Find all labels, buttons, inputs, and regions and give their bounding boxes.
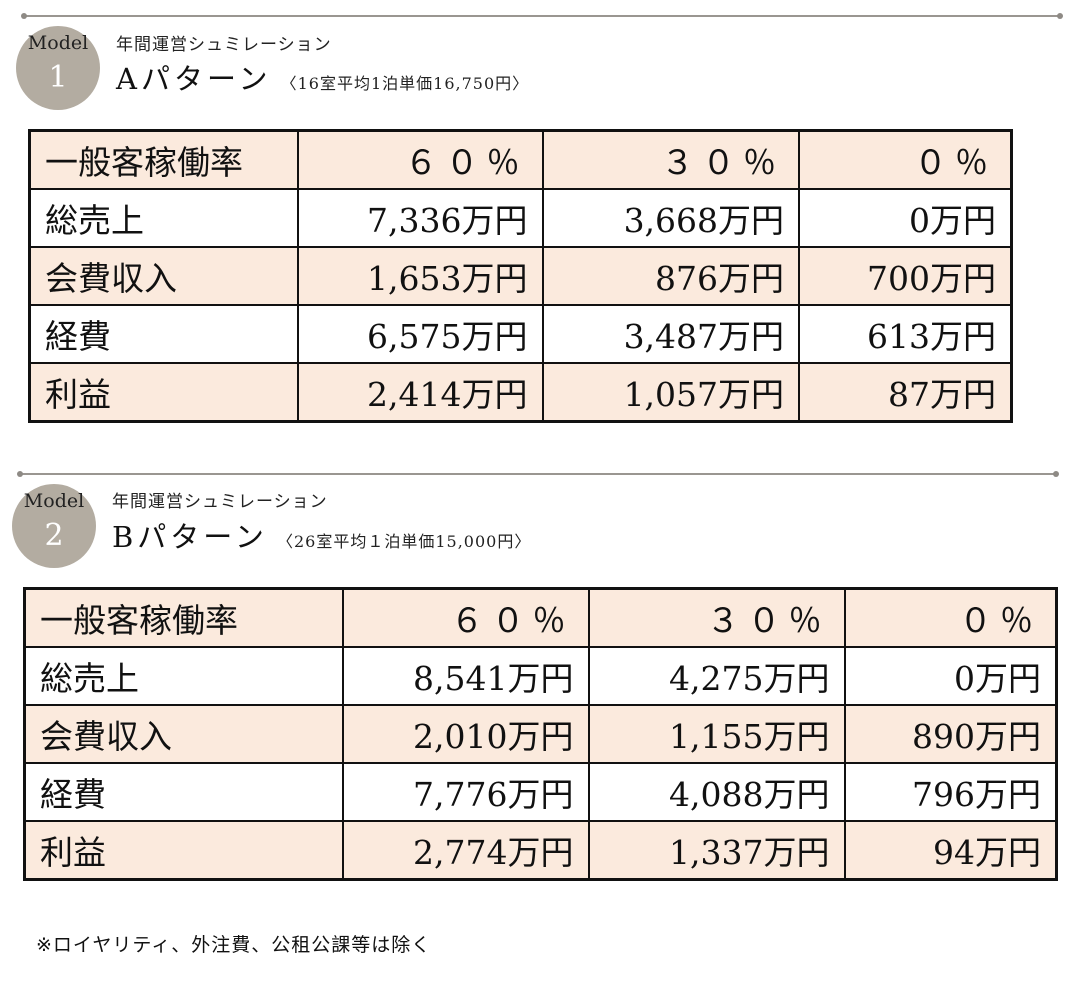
cell-value: 94万円 bbox=[843, 820, 1058, 881]
table-row: 会費収入 1,653万円 876万円 700万円 bbox=[28, 246, 1013, 306]
table-row: 総売上 8,541万円 4,275万円 0万円 bbox=[23, 646, 1058, 706]
cell-value: 1,057万円 bbox=[541, 362, 801, 423]
cell-value: 890万円 bbox=[843, 704, 1058, 764]
cell-value: 6,575万円 bbox=[297, 304, 544, 364]
model-1-heading: Aパターン 〈16室平均1泊単価16,750円〉 bbox=[116, 56, 529, 98]
cell-value: 7,336万円 bbox=[297, 188, 544, 248]
table-row: 経費 7,776万円 4,088万円 796万円 bbox=[23, 762, 1058, 822]
cell-value: 4,088万円 bbox=[587, 762, 846, 822]
model-2-note: 〈26室平均１泊単価15,000円〉 bbox=[276, 532, 532, 551]
cell-value: ３０％ bbox=[541, 129, 801, 190]
row-label: 総売上 bbox=[28, 188, 300, 248]
footnote: ※ロイヤリティ、外注費、公租公課等は除く bbox=[36, 934, 432, 956]
section-divider-2 bbox=[17, 471, 1059, 477]
cell-value: ０％ bbox=[798, 129, 1013, 190]
row-label: 総売上 bbox=[23, 646, 344, 706]
cell-value: 876万円 bbox=[541, 246, 801, 306]
cell-value: 7,776万円 bbox=[341, 762, 590, 822]
table-row: 利益 2,414万円 1,057万円 87万円 bbox=[28, 362, 1013, 423]
cell-value: 3,487万円 bbox=[541, 304, 801, 364]
table-row: 経費 6,575万円 3,487万円 613万円 bbox=[28, 304, 1013, 364]
model-1-table: 一般客稼働率 ６０％ ３０％ ０％ 総売上 7,336万円 3,668万円 0万… bbox=[28, 129, 1013, 423]
row-label: 会費収入 bbox=[28, 246, 300, 306]
row-label: 一般客稼働率 bbox=[28, 129, 300, 190]
cell-value: ３０％ bbox=[587, 587, 846, 648]
row-label: 利益 bbox=[28, 362, 300, 423]
table-row: 一般客稼働率 ６０％ ３０％ ０％ bbox=[23, 587, 1058, 648]
model-1-subtitle: 年間運営シュミレーション bbox=[116, 35, 332, 55]
badge-label: Model bbox=[23, 490, 85, 512]
row-label: 経費 bbox=[28, 304, 300, 364]
cell-value: 1,155万円 bbox=[587, 704, 846, 764]
row-label: 利益 bbox=[23, 820, 344, 881]
model-2-heading: Bパターン 〈26室平均１泊単価15,000円〉 bbox=[112, 514, 531, 556]
model-2-badge: Model 2 bbox=[12, 484, 96, 568]
cell-value: 2,774万円 bbox=[341, 820, 590, 881]
table-row: 会費収入 2,010万円 1,155万円 890万円 bbox=[23, 704, 1058, 764]
model-1-badge: Model 1 bbox=[16, 26, 100, 110]
model-1-note: 〈16室平均1泊単価16,750円〉 bbox=[280, 74, 530, 93]
cell-value: 8,541万円 bbox=[341, 646, 590, 706]
cell-value: 2,010万円 bbox=[341, 704, 590, 764]
cell-value: 613万円 bbox=[798, 304, 1013, 364]
cell-value: ６０％ bbox=[341, 587, 590, 648]
row-label: 会費収入 bbox=[23, 704, 344, 764]
cell-value: ０％ bbox=[843, 587, 1058, 648]
cell-value: 700万円 bbox=[798, 246, 1013, 306]
row-label: 一般客稼働率 bbox=[23, 587, 344, 648]
model-2-subtitle: 年間運営シュミレーション bbox=[112, 492, 328, 512]
table-row: 一般客稼働率 ６０％ ３０％ ０％ bbox=[28, 129, 1013, 190]
badge-label: Model bbox=[27, 32, 89, 54]
badge-number: 2 bbox=[44, 518, 64, 553]
model-2-table: 一般客稼働率 ６０％ ３０％ ０％ 総売上 8,541万円 4,275万円 0万… bbox=[23, 587, 1058, 881]
cell-value: 0万円 bbox=[843, 646, 1058, 706]
cell-value: 87万円 bbox=[798, 362, 1013, 423]
model-1-title: Aパターン bbox=[116, 62, 272, 96]
badge-number: 1 bbox=[48, 60, 68, 95]
model-2-title: Bパターン bbox=[112, 520, 268, 554]
cell-value: 3,668万円 bbox=[541, 188, 801, 248]
cell-value: 0万円 bbox=[798, 188, 1013, 248]
row-label: 経費 bbox=[23, 762, 344, 822]
cell-value: 796万円 bbox=[843, 762, 1058, 822]
cell-value: 2,414万円 bbox=[297, 362, 544, 423]
cell-value: ６０％ bbox=[297, 129, 544, 190]
cell-value: 1,337万円 bbox=[587, 820, 846, 881]
cell-value: 4,275万円 bbox=[587, 646, 846, 706]
table-row: 総売上 7,336万円 3,668万円 0万円 bbox=[28, 188, 1013, 248]
section-divider-1 bbox=[21, 13, 1063, 19]
table-row: 利益 2,774万円 1,337万円 94万円 bbox=[23, 820, 1058, 881]
cell-value: 1,653万円 bbox=[297, 246, 544, 306]
